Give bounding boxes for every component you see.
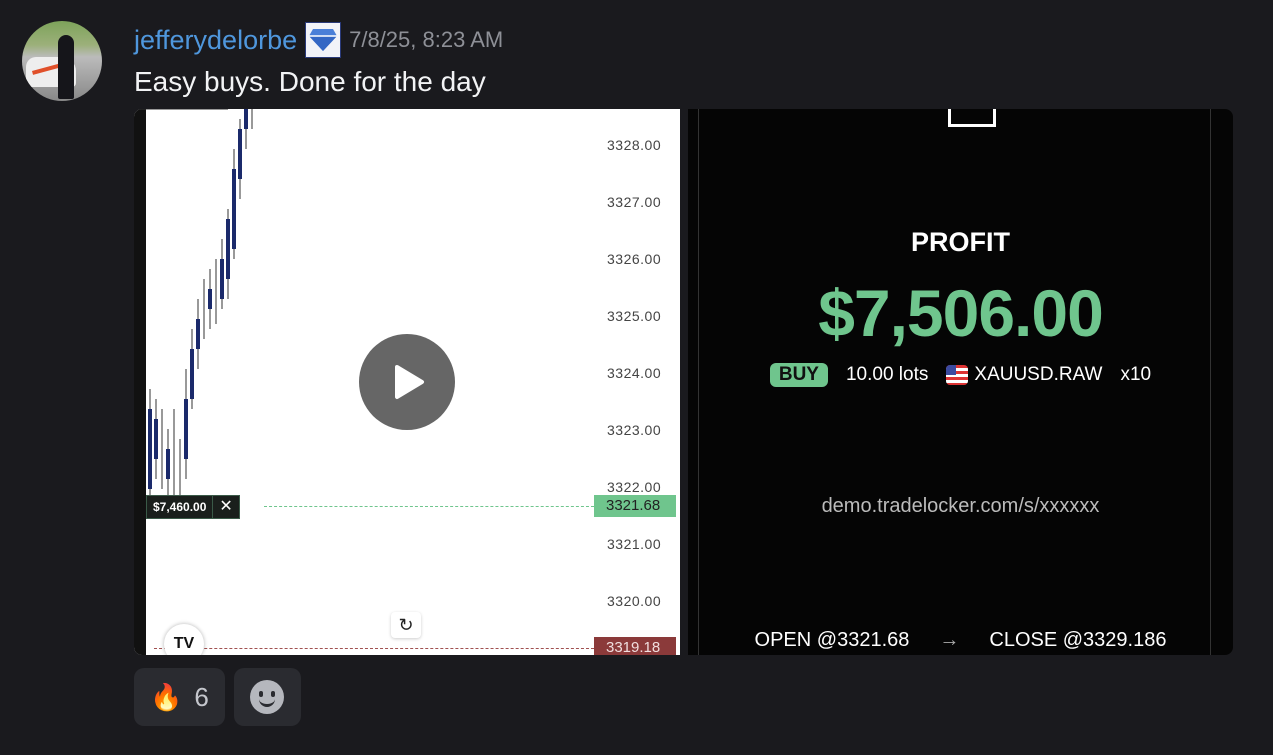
price-label: 3323.00 <box>607 422 662 438</box>
price-label: 3320.00 <box>607 593 662 609</box>
play-button[interactable] <box>359 334 455 430</box>
smiley-icon <box>250 680 285 714</box>
profit-amount: $7,506.00 <box>818 276 1104 350</box>
open-price: OPEN @3321.68 <box>754 629 910 651</box>
avatar[interactable] <box>22 21 102 101</box>
tradingview-logo: TV <box>164 624 204 655</box>
reset-icon[interactable]: ↻ <box>391 612 421 638</box>
price-label: 3326.00 <box>607 251 662 267</box>
arrow-icon: → <box>939 629 960 651</box>
price-label: 3321.00 <box>607 536 662 552</box>
candlesticks <box>134 109 253 509</box>
entry-price-tag: 3321.68 <box>594 495 676 517</box>
price-label: 3324.00 <box>607 365 662 381</box>
reaction-fire[interactable]: 🔥 6 <box>134 668 225 726</box>
position-pnl: $7,460.00 <box>153 500 207 514</box>
profit-label: PROFIT <box>911 227 1010 257</box>
card-border-left <box>698 109 699 655</box>
profit-card-attachment[interactable]: PROFIT $7,506.00 BUY 10.00 lots XAUUSD.R… <box>688 109 1233 655</box>
message-header: jefferydelorbe 7/8/25, 8:23 AM <box>134 22 503 58</box>
chart-video-attachment[interactable]: 3328.00 3327.00 3326.00 3325.00 3324.00 … <box>134 109 680 655</box>
leverage: x10 <box>1120 364 1152 385</box>
symbol: XAUUSD.RAW <box>974 364 1103 385</box>
symbol-group: XAUUSD.RAW <box>946 364 1102 386</box>
lots: 10.00 lots <box>845 364 929 385</box>
message-text: Easy buys. Done for the day <box>134 66 486 97</box>
trade-details: BUY 10.00 lots XAUUSD.RAW x10 <box>688 363 1233 387</box>
price-label: 3325.00 <box>607 308 662 324</box>
chart-left-edge <box>134 109 146 655</box>
fire-icon: 🔥 <box>150 681 183 712</box>
entry-line <box>264 506 594 507</box>
share-url: demo.tradelocker.com/s/xxxxxx <box>821 495 1100 517</box>
play-icon <box>395 365 424 399</box>
diamond-icon[interactable] <box>305 22 342 58</box>
stop-line <box>154 648 594 649</box>
price-label: 3327.00 <box>607 194 662 210</box>
timestamp: 7/8/25, 8:23 AM <box>349 27 504 52</box>
position-label[interactable]: $7,460.00 ✕ <box>146 495 240 519</box>
username[interactable]: jefferydelorbe <box>134 24 298 55</box>
tradelocker-logo <box>948 109 996 127</box>
stop-price-tag: 3319.18 <box>594 637 676 655</box>
price-label: 3328.00 <box>607 137 662 153</box>
open-close: OPEN @3321.68 → CLOSE @3329.186 <box>688 629 1233 652</box>
add-reaction-button[interactable] <box>233 668 301 726</box>
side-badge: BUY <box>769 363 828 387</box>
close-price: CLOSE @3329.186 <box>989 629 1167 651</box>
avatar-person <box>58 35 74 99</box>
price-label: 3322.00 <box>607 479 662 495</box>
reactions: 🔥 6 <box>134 668 301 726</box>
us-flag-icon <box>946 364 969 385</box>
card-border-right <box>1210 109 1211 655</box>
close-icon[interactable]: ✕ <box>212 496 238 518</box>
reaction-count: 6 <box>194 681 209 712</box>
